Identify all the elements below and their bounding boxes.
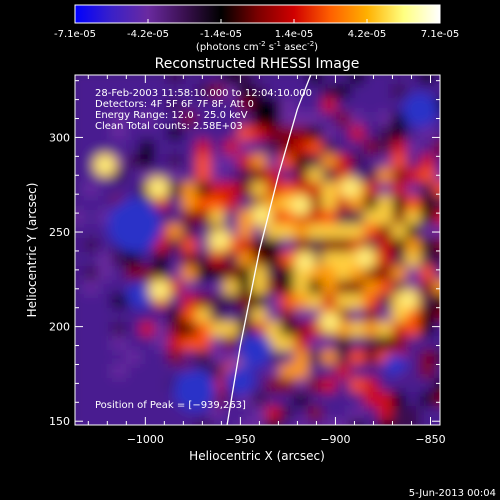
x-tick-label: −950 [225,433,255,446]
footer-timestamp: 5-Jun-2013 00:04 [409,488,496,499]
chart-title: Reconstructed RHESSI Image [155,56,360,72]
y-tick-label: 200 [49,321,70,334]
peak-position-label: Position of Peak = [−939,263] [95,400,246,411]
colorbar-tick-label: 4.2e-05 [348,29,386,40]
x-tick-label: −850 [415,433,445,446]
colorbar-tick-label: -1.4e-05 [200,29,242,40]
y-tick-label: 300 [49,131,70,144]
y-axis: 150 200 250 300 [49,80,440,428]
plot-frame [74,74,441,426]
colorbar-ticks: -7.1e-05 -4.2e-05 -1.4e-05 1.4e-05 4.2e-05 7.… [54,19,459,40]
solar-limb-curve [226,75,312,425]
colorbar-tick-label: -4.2e-05 [127,29,169,40]
x-tick-label: −900 [320,433,350,446]
colorbar-tick-label: -7.1e-05 [54,29,96,40]
x-tick-label: −1000 [127,433,164,446]
y-tick-label: 150 [49,415,70,428]
heatmap-image [75,75,440,425]
colorbar-tick-label: 1.4e-05 [275,29,313,40]
colorbar-units: (photons cm-2 s-1 asec-2) [196,40,318,53]
observation-info: 28-Feb-2003 11:58:10.000 to 12:04:10.000… [95,88,312,132]
colorbar-tick-label: 7.1e-05 [421,29,459,40]
y-axis-label: Heliocentric Y (arcsec) [25,183,39,318]
x-axis-label: Heliocentric X (arcsec) [189,449,325,463]
colorbar [74,4,441,24]
y-tick-label: 250 [49,226,70,239]
info-line: Clean Total counts: 2.58E+03 [95,121,243,132]
info-line: Detectors: 4F 5F 6F 7F 8F, Att 0 [95,99,254,110]
info-line: Energy Range: 12.0 - 25.0 keV [95,110,248,121]
x-axis: −1000 −950 −900 −850 [87,75,446,446]
info-line: 28-Feb-2003 11:58:10.000 to 12:04:10.000 [95,88,312,99]
